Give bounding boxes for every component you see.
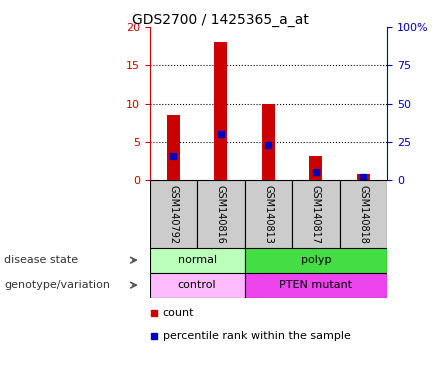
Text: GSM140816: GSM140816 (216, 185, 226, 243)
Text: GSM140818: GSM140818 (359, 185, 368, 243)
Text: PTEN mutant: PTEN mutant (279, 280, 352, 290)
Bar (245, 180, 292, 248)
Bar (150, 180, 197, 248)
Bar (340, 180, 387, 248)
Bar (150, 273, 245, 298)
Text: GSM140792: GSM140792 (169, 185, 178, 243)
Text: GSM140813: GSM140813 (264, 185, 273, 243)
Text: normal: normal (178, 255, 216, 265)
Bar (245, 273, 387, 298)
Bar (292, 180, 340, 248)
Text: genotype/variation: genotype/variation (4, 280, 110, 290)
Bar (214, 42, 227, 180)
Bar (167, 115, 180, 180)
Text: disease state: disease state (4, 255, 78, 265)
Bar (262, 104, 275, 180)
Text: GSM140817: GSM140817 (311, 185, 321, 243)
Bar (309, 156, 323, 180)
Bar (150, 248, 245, 273)
Text: polyp: polyp (301, 255, 331, 265)
Text: percentile rank within the sample: percentile rank within the sample (163, 331, 351, 341)
Bar (245, 248, 387, 273)
Text: GDS2700 / 1425365_a_at: GDS2700 / 1425365_a_at (132, 13, 308, 27)
Text: count: count (163, 308, 194, 318)
Bar (357, 174, 370, 180)
Text: control: control (178, 280, 216, 290)
Bar (197, 180, 245, 248)
